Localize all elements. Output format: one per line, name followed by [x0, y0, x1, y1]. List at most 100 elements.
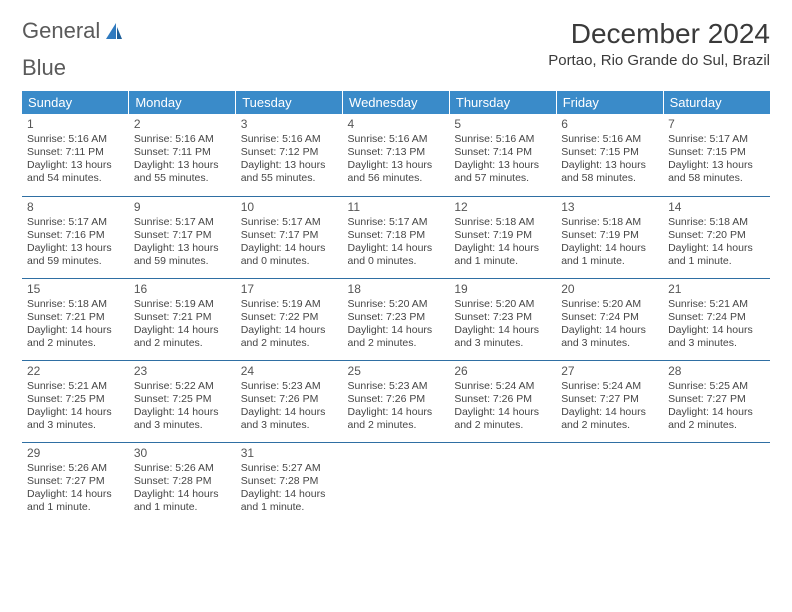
daylight-text: Daylight: 14 hours and 2 minutes. — [134, 324, 231, 350]
day-cell: 20Sunrise: 5:20 AMSunset: 7:24 PMDayligh… — [556, 278, 663, 360]
day-cell: 29Sunrise: 5:26 AMSunset: 7:27 PMDayligh… — [22, 442, 129, 524]
sunset-text: Sunset: 7:26 PM — [348, 393, 445, 406]
sail-icon — [104, 21, 124, 41]
week-row: 29Sunrise: 5:26 AMSunset: 7:27 PMDayligh… — [22, 442, 770, 524]
day-cell: 28Sunrise: 5:25 AMSunset: 7:27 PMDayligh… — [663, 360, 770, 442]
sunrise-text: Sunrise: 5:23 AM — [348, 380, 445, 393]
day-cell: 22Sunrise: 5:21 AMSunset: 7:25 PMDayligh… — [22, 360, 129, 442]
sunset-text: Sunset: 7:13 PM — [348, 146, 445, 159]
day-number: 16 — [134, 282, 231, 297]
day-cell: 23Sunrise: 5:22 AMSunset: 7:25 PMDayligh… — [129, 360, 236, 442]
day-cell: 24Sunrise: 5:23 AMSunset: 7:26 PMDayligh… — [236, 360, 343, 442]
day-number: 4 — [348, 117, 445, 132]
day-cell: 13Sunrise: 5:18 AMSunset: 7:19 PMDayligh… — [556, 196, 663, 278]
day-number: 14 — [668, 200, 765, 215]
sunrise-text: Sunrise: 5:21 AM — [668, 298, 765, 311]
sunset-text: Sunset: 7:15 PM — [561, 146, 658, 159]
sunset-text: Sunset: 7:20 PM — [668, 229, 765, 242]
day-number: 8 — [27, 200, 124, 215]
daylight-text: Daylight: 14 hours and 2 minutes. — [668, 406, 765, 432]
sunrise-text: Sunrise: 5:16 AM — [561, 133, 658, 146]
daylight-text: Daylight: 13 hours and 55 minutes. — [241, 159, 338, 185]
sunrise-text: Sunrise: 5:24 AM — [561, 380, 658, 393]
sunset-text: Sunset: 7:18 PM — [348, 229, 445, 242]
daylight-text: Daylight: 14 hours and 0 minutes. — [348, 242, 445, 268]
sunset-text: Sunset: 7:19 PM — [454, 229, 551, 242]
sunrise-text: Sunrise: 5:26 AM — [134, 462, 231, 475]
sunrise-text: Sunrise: 5:17 AM — [348, 216, 445, 229]
day-cell: 31Sunrise: 5:27 AMSunset: 7:28 PMDayligh… — [236, 442, 343, 524]
sunset-text: Sunset: 7:26 PM — [241, 393, 338, 406]
sunrise-text: Sunrise: 5:23 AM — [241, 380, 338, 393]
daylight-text: Daylight: 14 hours and 1 minute. — [134, 488, 231, 514]
daylight-text: Daylight: 14 hours and 3 minutes. — [454, 324, 551, 350]
daylight-text: Daylight: 14 hours and 3 minutes. — [241, 406, 338, 432]
daylight-text: Daylight: 14 hours and 1 minute. — [27, 488, 124, 514]
month-title: December 2024 — [548, 18, 770, 50]
day-cell: 6Sunrise: 5:16 AMSunset: 7:15 PMDaylight… — [556, 114, 663, 196]
sunrise-text: Sunrise: 5:19 AM — [134, 298, 231, 311]
day-cell: 9Sunrise: 5:17 AMSunset: 7:17 PMDaylight… — [129, 196, 236, 278]
calendar-page: General December 2024 Portao, Rio Grande… — [0, 0, 792, 536]
sunset-text: Sunset: 7:11 PM — [27, 146, 124, 159]
day-number: 7 — [668, 117, 765, 132]
day-cell: 8Sunrise: 5:17 AMSunset: 7:16 PMDaylight… — [22, 196, 129, 278]
col-saturday: Saturday — [663, 91, 770, 114]
sunset-text: Sunset: 7:14 PM — [454, 146, 551, 159]
daylight-text: Daylight: 13 hours and 59 minutes. — [134, 242, 231, 268]
sunrise-text: Sunrise: 5:16 AM — [454, 133, 551, 146]
sunset-text: Sunset: 7:11 PM — [134, 146, 231, 159]
daylight-text: Daylight: 13 hours and 58 minutes. — [561, 159, 658, 185]
day-number: 6 — [561, 117, 658, 132]
day-cell: 14Sunrise: 5:18 AMSunset: 7:20 PMDayligh… — [663, 196, 770, 278]
sunrise-text: Sunrise: 5:18 AM — [668, 216, 765, 229]
sunrise-text: Sunrise: 5:18 AM — [27, 298, 124, 311]
day-number: 24 — [241, 364, 338, 379]
sunrise-text: Sunrise: 5:22 AM — [134, 380, 231, 393]
col-friday: Friday — [556, 91, 663, 114]
day-cell: 18Sunrise: 5:20 AMSunset: 7:23 PMDayligh… — [343, 278, 450, 360]
daylight-text: Daylight: 14 hours and 3 minutes. — [668, 324, 765, 350]
day-number: 26 — [454, 364, 551, 379]
day-number: 1 — [27, 117, 124, 132]
sunset-text: Sunset: 7:28 PM — [134, 475, 231, 488]
col-wednesday: Wednesday — [343, 91, 450, 114]
sunset-text: Sunset: 7:16 PM — [27, 229, 124, 242]
daylight-text: Daylight: 13 hours and 59 minutes. — [27, 242, 124, 268]
col-monday: Monday — [129, 91, 236, 114]
week-row: 1Sunrise: 5:16 AMSunset: 7:11 PMDaylight… — [22, 114, 770, 196]
day-number: 10 — [241, 200, 338, 215]
day-number: 30 — [134, 446, 231, 461]
day-number: 2 — [134, 117, 231, 132]
day-cell: 26Sunrise: 5:24 AMSunset: 7:26 PMDayligh… — [449, 360, 556, 442]
sunrise-text: Sunrise: 5:26 AM — [27, 462, 124, 475]
sunrise-text: Sunrise: 5:16 AM — [241, 133, 338, 146]
week-row: 15Sunrise: 5:18 AMSunset: 7:21 PMDayligh… — [22, 278, 770, 360]
day-number: 9 — [134, 200, 231, 215]
day-cell: 10Sunrise: 5:17 AMSunset: 7:17 PMDayligh… — [236, 196, 343, 278]
day-number: 25 — [348, 364, 445, 379]
daylight-text: Daylight: 13 hours and 55 minutes. — [134, 159, 231, 185]
sunset-text: Sunset: 7:28 PM — [241, 475, 338, 488]
day-cell: 21Sunrise: 5:21 AMSunset: 7:24 PMDayligh… — [663, 278, 770, 360]
sunset-text: Sunset: 7:12 PM — [241, 146, 338, 159]
week-row: 8Sunrise: 5:17 AMSunset: 7:16 PMDaylight… — [22, 196, 770, 278]
sunrise-text: Sunrise: 5:20 AM — [454, 298, 551, 311]
daylight-text: Daylight: 14 hours and 2 minutes. — [348, 406, 445, 432]
sunrise-text: Sunrise: 5:27 AM — [241, 462, 338, 475]
daylight-text: Daylight: 14 hours and 2 minutes. — [27, 324, 124, 350]
day-cell: 19Sunrise: 5:20 AMSunset: 7:23 PMDayligh… — [449, 278, 556, 360]
daylight-text: Daylight: 14 hours and 3 minutes. — [134, 406, 231, 432]
day-number: 20 — [561, 282, 658, 297]
sunrise-text: Sunrise: 5:16 AM — [134, 133, 231, 146]
sunrise-text: Sunrise: 5:18 AM — [454, 216, 551, 229]
sunset-text: Sunset: 7:21 PM — [134, 311, 231, 324]
day-cell — [449, 442, 556, 524]
day-cell — [343, 442, 450, 524]
location-label: Portao, Rio Grande do Sul, Brazil — [548, 52, 770, 69]
day-number: 19 — [454, 282, 551, 297]
day-number: 23 — [134, 364, 231, 379]
daylight-text: Daylight: 14 hours and 2 minutes. — [561, 406, 658, 432]
day-number: 5 — [454, 117, 551, 132]
daylight-text: Daylight: 14 hours and 3 minutes. — [27, 406, 124, 432]
